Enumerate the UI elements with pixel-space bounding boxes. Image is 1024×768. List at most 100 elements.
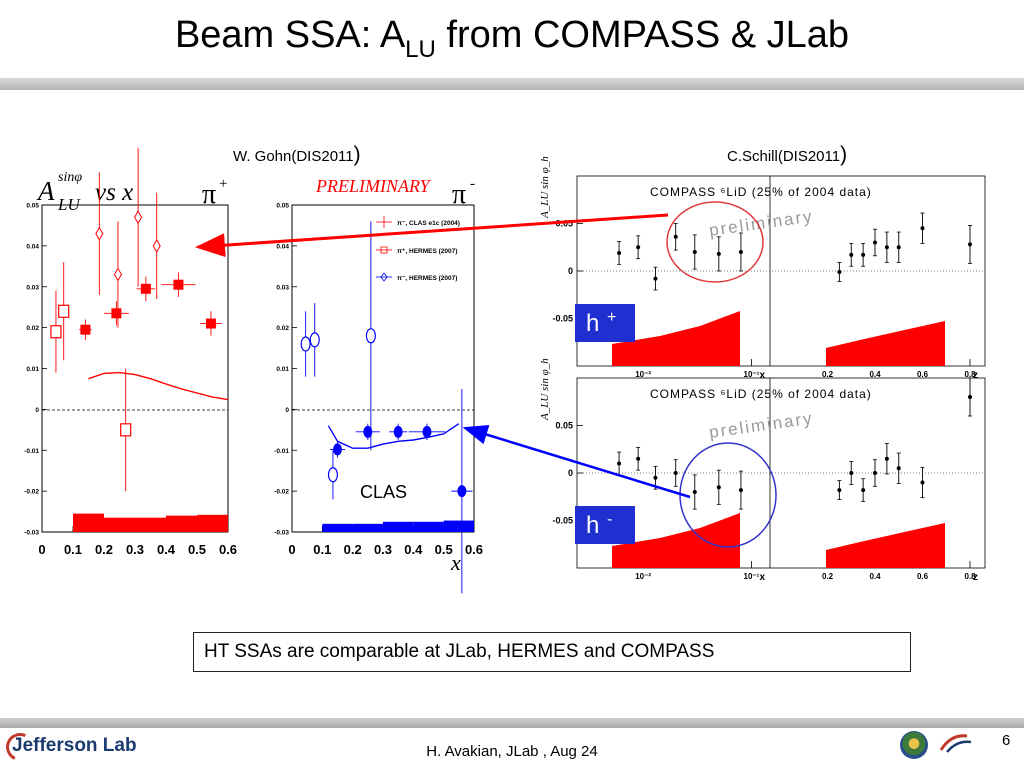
p2-systematic-band (383, 521, 414, 532)
compass-top-ylabel: A_LU sin φ_h (539, 156, 551, 219)
compass-bot-point-x (716, 485, 721, 490)
compass-bot-point-z (849, 471, 854, 475)
compass-top-ztick-label: 0.8 (964, 370, 976, 379)
p2-point-filled-circle (422, 425, 432, 438)
compass-top-point-x (636, 245, 641, 250)
p1-systematic-band (135, 517, 166, 532)
p1-ytick-label: 0.03 (26, 284, 39, 291)
compass-bot-systematic-band-x (612, 513, 740, 568)
compass-bot-point-z (837, 488, 842, 493)
compass-top-point-x (716, 251, 721, 256)
legend-entry-0: π⁻, CLAS e1c (2004) (397, 220, 460, 227)
compass-top-hadron-badge (575, 304, 635, 342)
compass-bot-ytick-label: -0.05 (552, 516, 573, 526)
compass-bot-hadron-label: h (586, 512, 599, 539)
compass-top-watermark: preliminary (708, 207, 815, 240)
compass-top-hadron-charge: + (607, 309, 616, 326)
p1-systematic-band (166, 515, 197, 532)
p1-point-filled-square (140, 283, 151, 294)
footer-text: H. Avakian, JLab , Aug 24 (426, 743, 598, 760)
compass-bot-point-z (920, 480, 925, 485)
compass-top-point-z (873, 240, 877, 245)
conclusion-box: HT SSAs are comparable at JLab, HERMES a… (193, 632, 911, 672)
jefferson-lab-logo: Jefferson Lab (2, 729, 137, 765)
p1-point-open-square (50, 325, 62, 339)
p1-point-open-square (58, 304, 70, 318)
compass-top-point-x (738, 250, 743, 254)
compass-bot-point-x (636, 456, 641, 461)
compass-bot-xtick-label: 10⁻² (635, 572, 651, 581)
compass-top-systematic-band-z (826, 321, 945, 366)
pi-plus-frame (41, 204, 229, 533)
panel-pi-plus: A LU sinφ vs x π + -0.03-0.02-0.0100.010… (24, 147, 237, 557)
compass-bot-ytick-label: 0 (568, 468, 573, 478)
p2-xtick-label: 0.5 (435, 542, 453, 557)
p2-systematic-band (352, 523, 383, 532)
compass-bot-header: COMPASS ⁶LiD (25% of 2004 data) (650, 387, 872, 401)
pi-minus-charge: - (470, 176, 475, 192)
p2-systematic-band (413, 521, 444, 532)
pi-plus-ylabel-main: A (36, 176, 55, 206)
panel-compass-h-plus: COMPASS ⁶LiD (25% of 2004 data) prelimina… (539, 156, 986, 381)
p2-xtick-label: 0.1 (313, 542, 331, 557)
compass-bot-point-x (617, 461, 622, 466)
compass-top-hadron-label: h (586, 310, 599, 337)
p1-point-filled-square (173, 279, 184, 290)
slide-title: Beam SSA: ALU from COMPASS & JLab (174, 14, 850, 63)
p1-systematic-band (73, 513, 104, 532)
compass-top-point-z (968, 242, 972, 247)
compass-bot-xlabel-z: z (973, 572, 978, 583)
p2-point-open-circle (309, 332, 320, 348)
p2-point-filled-circle (457, 485, 467, 498)
p2-ytick-label: 0.05 (276, 203, 289, 210)
p2-ytick-label: -0.02 (274, 489, 289, 496)
p2-point-open-circle (327, 467, 339, 483)
doe-emblem-icon (900, 731, 928, 759)
p2-systematic-band (443, 520, 474, 532)
compass-top-ytick-label: -0.05 (552, 314, 573, 324)
p1-xtick-label: 0.2 (95, 542, 113, 557)
compass-top-ztick-label: 0.2 (822, 370, 834, 379)
compass-top-point-x (653, 276, 658, 281)
p2-point-filled-circle (333, 443, 342, 456)
compass-top-xlabel-z: z (973, 370, 978, 381)
p1-ytick-label: 0.01 (26, 366, 39, 373)
p2-ytick-label: 0.04 (276, 243, 289, 250)
p1-xtick-label: 0.4 (157, 542, 176, 557)
compass-bot-ztick-label: 0.4 (869, 572, 881, 581)
compass-top-systematic-band-x (612, 311, 740, 366)
footer-divider (0, 718, 1024, 728)
compass-bot-watermark: preliminary (708, 409, 815, 442)
p1-ytick-label: -0.02 (24, 489, 39, 496)
highlight-circle-red (666, 201, 764, 283)
p2-xtick-label: 0.6 (465, 542, 483, 557)
compass-bot-systematic-band-z (826, 523, 945, 568)
p1-ytick-label: -0.03 (24, 530, 39, 537)
pi-minus-particle: π (452, 179, 466, 210)
p2-point-open-circle (365, 328, 376, 344)
p1-xtick-label: 0 (38, 542, 45, 557)
compass-top-point-z (920, 226, 925, 231)
p2-xtick-label: 0 (288, 542, 295, 557)
preliminary-label: PRELIMINARY (315, 176, 432, 196)
arrow-red (195, 213, 669, 258)
compass-bot-ytick-label: 0.05 (555, 421, 573, 431)
p1-systematic-band (197, 514, 228, 532)
compass-top-point-z (849, 252, 854, 257)
compass-bot-point-z (873, 471, 877, 475)
p2-ytick-label: 0.01 (276, 366, 289, 373)
compass-bot-point-x (692, 490, 697, 494)
p1-point-open-diamond (113, 267, 123, 282)
compass-bot-point-z (968, 395, 972, 399)
pi-plus-vs-x: vs x (95, 179, 133, 206)
p1-systematic-band (104, 517, 135, 532)
title-divider (0, 78, 1024, 90)
p1-point-open-diamond (152, 238, 161, 253)
compass-bot-xtick-label: 10⁻¹ (744, 572, 760, 581)
p1-xtick-label: 0.5 (188, 542, 206, 557)
p1-model-curve (88, 371, 229, 401)
compass-bot-point-x (653, 475, 658, 480)
p1-point-open-square (120, 423, 132, 437)
compass-top-ztick-label: 0.4 (869, 370, 881, 379)
